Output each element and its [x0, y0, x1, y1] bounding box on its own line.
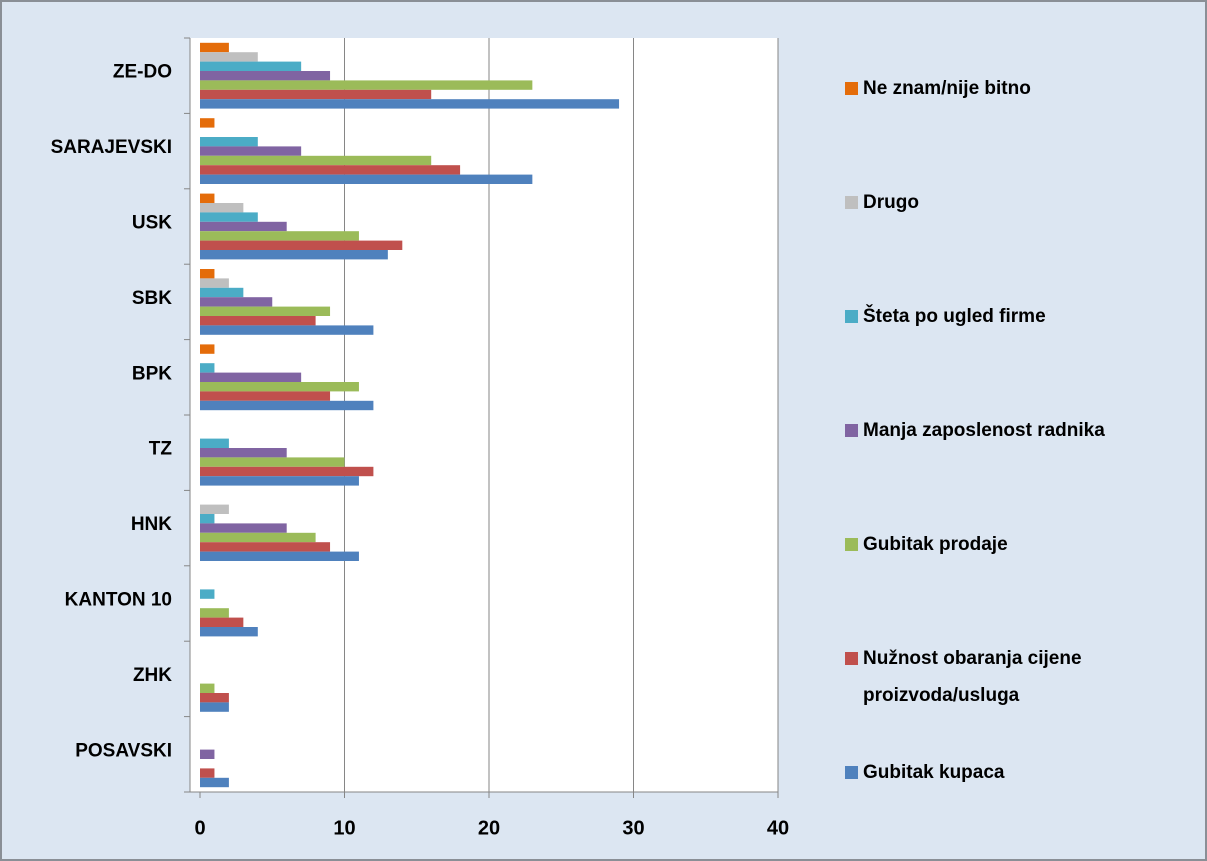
legend-swatch: [845, 196, 858, 209]
bar: [200, 532, 316, 543]
bar: [200, 240, 403, 250]
x-tick-label: 0: [194, 817, 205, 839]
y-tick-label: ZE-DO: [113, 62, 172, 83]
bar: [200, 306, 331, 316]
bar: [200, 627, 258, 637]
legend-item: Manja zaposlenost radnika: [845, 412, 1195, 449]
bar: [200, 438, 229, 448]
bar: [200, 137, 258, 147]
bar: [200, 297, 273, 307]
bar: [200, 344, 215, 354]
bar: [200, 269, 215, 279]
bar: [200, 400, 374, 411]
legend-label: Gubitak kupaca: [863, 762, 1005, 783]
x-tick-label: 20: [478, 817, 500, 839]
bar: [200, 457, 345, 467]
bar: [200, 514, 215, 524]
legend-swatch: [845, 652, 858, 665]
bar: [200, 551, 359, 561]
bar: [200, 250, 388, 260]
legend-label: Ne znam/nije bitno: [863, 78, 1031, 99]
legend-swatch: [845, 82, 858, 95]
y-tick-label: KANTON 10: [65, 590, 172, 611]
y-tick-label: BPK: [132, 363, 172, 384]
bar: [200, 278, 229, 288]
y-tick-label: POSAVSKI: [75, 740, 172, 761]
bar: [200, 80, 533, 90]
bar: [200, 99, 620, 109]
bar: [200, 523, 287, 533]
bar: [200, 476, 359, 486]
y-tick-label: ZHK: [133, 665, 172, 686]
bar: [200, 165, 461, 175]
bar: [200, 71, 331, 81]
legend-item: Gubitak kupaca: [845, 754, 1195, 791]
bar: [200, 777, 229, 788]
y-tick-label: USK: [132, 213, 172, 234]
bar: [200, 702, 229, 712]
x-tick-label: 30: [622, 817, 644, 839]
legend-label: Manja zaposlenost radnika: [863, 420, 1105, 441]
bar: [200, 504, 229, 514]
bar: [200, 287, 244, 298]
bar: [200, 617, 244, 627]
bar: [200, 589, 215, 599]
bar: [200, 372, 302, 382]
bar: [200, 466, 374, 477]
bar: [200, 146, 302, 156]
bar: [200, 174, 533, 184]
bar: [200, 382, 359, 392]
bar: [200, 61, 302, 71]
bar: [200, 448, 287, 458]
legend-item: Drugo: [845, 184, 1195, 221]
legend-item: Ne znam/nije bitno: [845, 70, 1195, 107]
y-tick-label: SARAJEVSKI: [51, 137, 172, 158]
legend-item: Nužnost obaranja cijene proizvoda/usluga: [845, 640, 1195, 714]
bar: [200, 768, 215, 778]
legend-label: Šteta po ugled firme: [863, 306, 1046, 327]
legend-label: Nužnost obaranja cijene proizvoda/usluga: [863, 648, 1082, 706]
bar: [200, 212, 258, 222]
bar: [200, 203, 244, 213]
legend-swatch: [845, 424, 858, 437]
x-tick-label: 40: [767, 817, 789, 839]
legend-swatch: [845, 310, 858, 323]
y-tick-label: SBK: [132, 288, 172, 309]
bar: [200, 683, 215, 693]
bar: [200, 749, 215, 759]
bar: [200, 42, 229, 53]
legend-item: Šteta po ugled firme: [845, 298, 1195, 335]
bar: [200, 231, 359, 241]
bar: [200, 155, 432, 166]
legend-swatch: [845, 538, 858, 551]
bar: [200, 118, 215, 128]
legend-label: Gubitak prodaje: [863, 534, 1008, 555]
bar: [200, 693, 229, 703]
bar: [200, 391, 331, 401]
x-tick-label: 10: [333, 817, 355, 839]
bar: [200, 316, 316, 326]
bar: [200, 608, 229, 618]
legend-label: Drugo: [863, 192, 919, 213]
bar: [200, 363, 215, 373]
bar: [200, 193, 215, 203]
bar: [200, 89, 432, 100]
y-tick-label: TZ: [149, 439, 173, 460]
bar: [200, 325, 374, 335]
bar: [200, 542, 331, 552]
legend-item: Gubitak prodaje: [845, 526, 1195, 563]
legend-swatch: [845, 766, 858, 779]
bar: [200, 221, 287, 232]
bar: [200, 52, 258, 62]
y-tick-label: HNK: [131, 514, 172, 535]
